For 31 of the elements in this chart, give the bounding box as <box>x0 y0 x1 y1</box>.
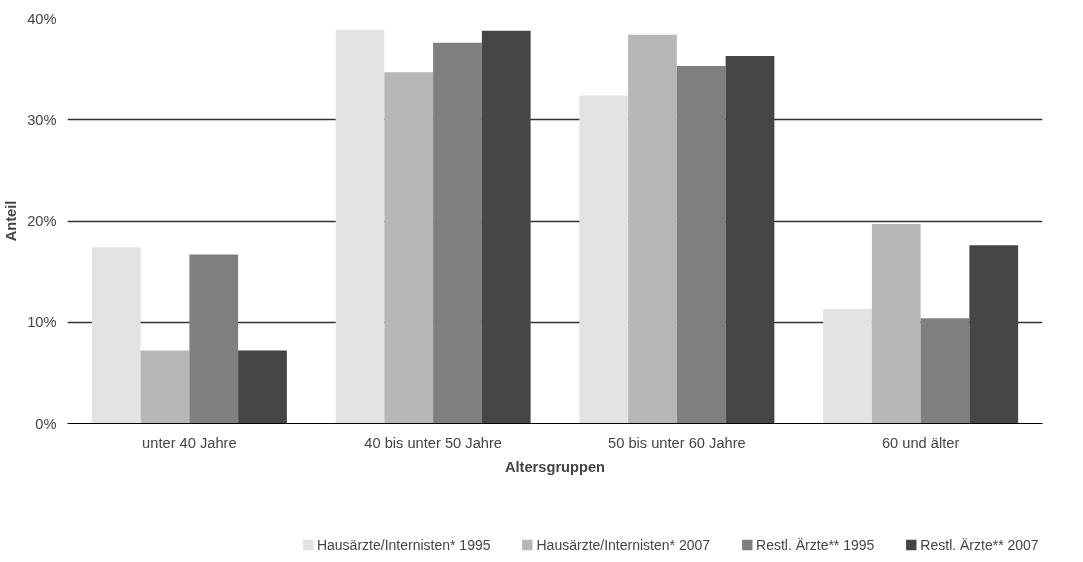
bar <box>920 318 970 424</box>
legend-label: Restl. Ärzte** 1995 <box>756 536 875 553</box>
y-tick-label: 0% <box>35 415 57 432</box>
y-tick-label: 30% <box>27 111 57 128</box>
y-tick-label: 40% <box>27 10 57 27</box>
bar <box>579 95 629 424</box>
x-tick-label: 60 und älter <box>881 434 960 451</box>
bar <box>238 350 287 424</box>
legend-label: Hausärzte/Internisten* 2007 <box>536 536 711 553</box>
legend-label: Hausärzte/Internisten* 1995 <box>316 536 491 553</box>
bar <box>871 224 921 424</box>
bar <box>676 66 726 424</box>
x-tick-label: unter 40 Jahre <box>142 434 237 451</box>
x-axis-title: Altersgruppen <box>504 458 606 475</box>
bar <box>189 254 239 424</box>
legend-label: Restl. Ärzte** 2007 <box>920 536 1039 553</box>
bar <box>140 350 190 424</box>
bar <box>335 29 385 424</box>
bar <box>628 34 677 424</box>
bar <box>823 309 872 424</box>
bar <box>725 55 775 424</box>
bar <box>969 245 1019 424</box>
bar <box>384 72 434 424</box>
y-axis-title: Anteil <box>3 200 20 242</box>
x-tick-label: 50 bis unter 60 Jahre <box>608 434 746 451</box>
y-tick-label: 20% <box>27 213 57 229</box>
bar <box>91 247 141 424</box>
x-tick-label: 40 bis unter 50 Jahre <box>364 434 502 451</box>
bar <box>433 42 482 424</box>
y-tick-label: 10% <box>27 314 57 331</box>
bar <box>481 30 531 424</box>
